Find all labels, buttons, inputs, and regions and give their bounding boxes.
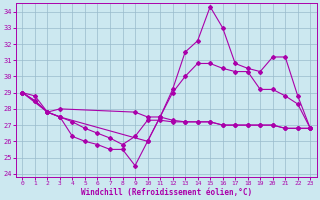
X-axis label: Windchill (Refroidissement éolien,°C): Windchill (Refroidissement éolien,°C)	[81, 188, 252, 197]
